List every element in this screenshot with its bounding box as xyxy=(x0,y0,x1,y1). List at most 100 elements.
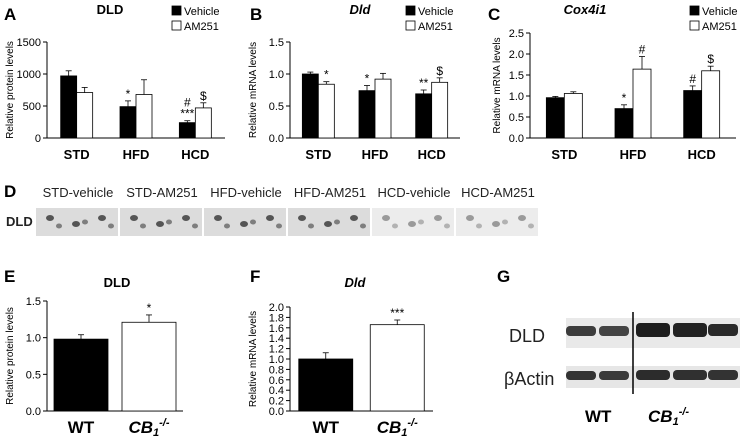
blot-d-spot xyxy=(466,215,474,221)
bar xyxy=(374,78,392,139)
category-label: STD xyxy=(551,147,577,162)
blot-d-spot xyxy=(240,221,248,227)
legend-swatch xyxy=(171,5,182,16)
bar xyxy=(178,122,196,139)
y-tick-label: 1.0 xyxy=(509,91,524,103)
y-tick-label: 1.4 xyxy=(269,333,284,345)
blot-d-label: DLD xyxy=(6,214,33,229)
y-tick-label: 1.2 xyxy=(269,344,284,356)
y-tick-label: 0.0 xyxy=(269,406,284,418)
bar xyxy=(119,106,137,139)
y-tick-label: 2.5 xyxy=(509,28,524,40)
blot-d-lane-label: HFD-vehicle xyxy=(210,185,282,200)
panel-label-g: G xyxy=(497,267,510,286)
significance-marker: ** xyxy=(419,76,429,90)
panel-label-f: F xyxy=(250,267,260,286)
y-tick-label: 0.4 xyxy=(269,385,284,397)
blot-d-spot xyxy=(444,223,450,229)
y-tick-label: 1.0 xyxy=(269,69,284,81)
category-label: HCD xyxy=(688,147,716,162)
blot-d-spot xyxy=(324,221,332,227)
category-label: STD xyxy=(305,147,331,162)
significance-marker: $ xyxy=(707,52,714,66)
blot-d-spot xyxy=(392,223,398,229)
blot-d-lane-label: HCD-AM251 xyxy=(461,185,535,200)
category-label: WT xyxy=(68,418,95,437)
blot-g-group-wt: WT xyxy=(585,407,612,426)
bar xyxy=(563,93,583,139)
blot-g-band xyxy=(599,326,629,336)
blot-d-spot xyxy=(334,219,340,225)
significance-marker: *** xyxy=(390,306,404,320)
blot-d-spot xyxy=(214,215,222,221)
bar xyxy=(614,108,634,139)
blot-g-band xyxy=(566,371,596,380)
blot-d-lane-label: STD-AM251 xyxy=(126,185,198,200)
legend-swatch xyxy=(689,20,700,31)
blot-d-spot xyxy=(476,223,482,229)
significance-marker: $ xyxy=(436,64,443,78)
blot-d-spot xyxy=(518,215,526,221)
chart-f: Dld 0.00.20.40.60.81.01.21.41.61.82.0 Rela… xyxy=(248,275,433,438)
category-label: HFD xyxy=(362,147,389,162)
chart-b: Dld 0.0 0.5 1.0 1.5 Relative mRNA levels * STD *… xyxy=(248,2,460,162)
blot-d-spot xyxy=(98,215,106,221)
category-label: HCD xyxy=(181,147,209,162)
y-axis-label: Relative mRNA levels xyxy=(492,37,503,133)
y-tick-label: 1.5 xyxy=(269,37,284,49)
bar xyxy=(53,338,109,412)
blot-d-spot xyxy=(140,223,146,229)
y-tick-label: 2.0 xyxy=(509,49,524,61)
category-label: CB1-/- xyxy=(377,417,418,438)
y-axis-label: Relative protein levels xyxy=(5,41,16,139)
blot-d-spot xyxy=(418,219,424,225)
significance-marker: * xyxy=(365,72,370,86)
y-axis-label: Relative protein levels xyxy=(5,307,16,405)
blot-d-spot xyxy=(408,221,416,227)
bar xyxy=(76,92,94,139)
panel-label-d: D xyxy=(4,182,16,201)
legend-label: Vehicle xyxy=(184,6,219,18)
blot-g-band xyxy=(708,370,738,380)
legend-swatch xyxy=(405,5,416,16)
blot-d-spot xyxy=(308,223,314,229)
bar xyxy=(701,70,721,139)
y-tick-label: 0.8 xyxy=(269,364,284,376)
panel-label-c: C xyxy=(488,5,500,24)
blot-d-spot xyxy=(166,219,172,225)
chart-title: Cox4i1 xyxy=(564,2,607,17)
significance-marker: # xyxy=(639,43,646,57)
blot-d-spot xyxy=(108,223,114,229)
blot-d-spot xyxy=(360,223,366,229)
y-tick-label: 2.0 xyxy=(269,302,284,314)
chart-title: Dld xyxy=(345,275,367,290)
blot-d-spot xyxy=(224,223,230,229)
blot-d-lane-label: HFD-AM251 xyxy=(294,185,366,200)
significance-marker: * xyxy=(622,91,627,105)
bar xyxy=(632,68,652,139)
legend-label: AM251 xyxy=(702,21,737,33)
significance-marker: * xyxy=(324,68,329,82)
y-tick-label: 0.5 xyxy=(509,112,524,124)
y-tick-label: 1500 xyxy=(17,37,41,49)
blot-d-spot xyxy=(250,219,256,225)
y-tick-label: 0.5 xyxy=(269,101,284,113)
chart-c: Cox4i1 0.0 0.5 1.0 1.5 2.0 2.5 Relative mRNA le… xyxy=(492,2,737,162)
y-tick-label: 1.6 xyxy=(269,323,284,335)
y-tick-label: 0 xyxy=(35,133,41,145)
chart-e: DLD 0.0 0.5 1.0 1.5 Relative protein levels WT… xyxy=(5,275,183,438)
legend-swatch xyxy=(405,20,416,31)
blot-d-spot xyxy=(298,215,306,221)
blot-g-row-actin: βActin xyxy=(504,369,554,389)
category-label: HFD xyxy=(123,147,150,162)
blot-d-spot xyxy=(502,219,508,225)
bar xyxy=(683,90,703,139)
blot-d-spot xyxy=(130,215,138,221)
y-tick-label: 1.0 xyxy=(26,333,41,345)
category-label: WT xyxy=(313,418,340,437)
blot-d-spot xyxy=(350,215,358,221)
bar xyxy=(135,94,153,139)
blot-d-lane-label: STD-vehicle xyxy=(43,185,114,200)
blot-d-spot xyxy=(182,215,190,221)
blot-d-spot xyxy=(72,221,80,227)
